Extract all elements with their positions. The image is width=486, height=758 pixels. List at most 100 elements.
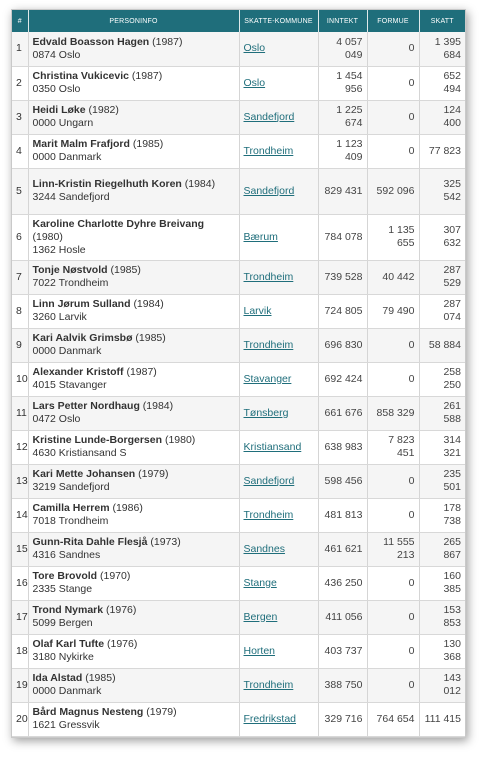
inntekt-value: 436 250 (318, 566, 368, 601)
formue-value: 0 (367, 66, 420, 101)
table-row: 16 Tore Brovold (1970) 2335 Stange Stang… (12, 566, 465, 601)
table-header-row: # Personinfo Skatte-kommune Inntekt Form… (12, 10, 465, 32)
column-header-index[interactable]: # (12, 10, 29, 32)
kommune-link[interactable]: Oslo (243, 42, 266, 55)
person-address: 4630 Kristiansand S (32, 447, 127, 459)
kommune-link[interactable]: Oslo (243, 76, 266, 89)
person-name: Camilla Herrem (32, 502, 110, 514)
kommune-link[interactable]: Stange (243, 576, 277, 589)
kommune-link[interactable]: Trondheim (243, 144, 294, 157)
column-header-formue[interactable]: Formue (367, 10, 420, 32)
kommune-cell: Trondheim (239, 134, 319, 169)
kommune-link[interactable]: Trondheim (243, 508, 294, 521)
row-index: 6 (12, 214, 29, 261)
row-index: 7 (12, 260, 29, 295)
kommune-link[interactable]: Trondheim (243, 338, 294, 351)
kommune-link[interactable]: Trondheim (243, 678, 294, 691)
table-row: 12 Kristine Lunde-Borgersen (1980) 4630 … (12, 430, 465, 465)
tax-table: # Personinfo Skatte-kommune Inntekt Form… (12, 10, 465, 737)
birth-year: (1980) (164, 434, 196, 446)
table-row: 15 Gunn-Rita Dahle Flesjå (1973) 4316 Sa… (12, 532, 465, 567)
kommune-link[interactable]: Sandnes (243, 542, 285, 555)
person-address: 1621 Gressvik (32, 719, 100, 731)
person-info-cell: Bård Magnus Nesteng (1979) 1621 Gressvik (28, 702, 240, 737)
birth-year: (1986) (112, 502, 143, 514)
column-header-inntekt[interactable]: Inntekt (318, 10, 368, 32)
kommune-link[interactable]: Fredrikstad (243, 712, 297, 725)
kommune-link[interactable]: Stavanger (243, 372, 292, 385)
formue-value: 0 (367, 100, 420, 135)
person-name: Linn-Kristin Riegelhuth Koren (32, 178, 182, 190)
person-info-cell: Trond Nymark (1976) 5099 Bergen (28, 600, 240, 635)
birth-year: (1985) (110, 264, 141, 276)
formue-value: 0 (367, 362, 420, 397)
kommune-link[interactable]: Larvik (243, 304, 272, 317)
kommune-link[interactable]: Sandefjord (243, 474, 295, 487)
table-row: 4 Marit Malm Frafjord (1985) 0000 Danmar… (12, 134, 465, 169)
inntekt-value: 403 737 (318, 634, 368, 669)
skatt-value: 235 501 (419, 464, 465, 499)
kommune-cell: Bergen (239, 600, 319, 635)
table-row: 14 Camilla Herrem (1986) 7018 Trondheim … (12, 498, 465, 533)
skatt-value: 258 250 (419, 362, 465, 397)
person-name: Lars Petter Nordhaug (32, 400, 140, 412)
kommune-link[interactable]: Sandefjord (243, 184, 295, 197)
formue-value: 858 329 (367, 396, 420, 431)
skatt-value: 153 853 (419, 600, 465, 635)
kommune-cell: Sandnes (239, 532, 319, 567)
person-address: 4015 Stavanger (32, 379, 107, 391)
kommune-link[interactable]: Bergen (243, 610, 278, 623)
inntekt-value: 661 676 (318, 396, 368, 431)
birth-year: (1984) (133, 298, 164, 310)
formue-value: 764 654 (367, 702, 420, 737)
kommune-link[interactable]: Sandefjord (243, 110, 295, 123)
person-address: 0350 Oslo (32, 83, 81, 95)
kommune-cell: Trondheim (239, 668, 319, 703)
kommune-link[interactable]: Horten (243, 644, 276, 657)
kommune-cell: Fredrikstad (239, 702, 319, 737)
birth-year: (1979) (146, 706, 177, 718)
kommune-link[interactable]: Bærum (243, 230, 278, 243)
birth-year: (1980) (32, 230, 63, 243)
kommune-link[interactable]: Trondheim (243, 270, 294, 283)
row-index: 4 (12, 134, 29, 169)
person-name: Olaf Karl Tufte (32, 638, 105, 650)
birth-year: (1985) (132, 138, 164, 150)
inntekt-value: 4 057 049 (318, 32, 368, 67)
person-name: Kari Aalvik Grimsbø (32, 332, 133, 344)
birth-year: (1987) (131, 70, 163, 82)
column-header-kommune[interactable]: Skatte-kommune (239, 10, 319, 32)
person-info-cell: Kristine Lunde-Borgersen (1980) 4630 Kri… (28, 430, 240, 465)
kommune-link[interactable]: Tønsberg (243, 406, 289, 419)
birth-year: (1985) (85, 672, 116, 684)
person-name: Kari Mette Johansen (32, 468, 136, 480)
person-name: Linn Jørum Sulland (32, 298, 131, 310)
column-header-skatt[interactable]: Skatt (419, 10, 465, 32)
inntekt-value: 329 716 (318, 702, 368, 737)
formue-value: 79 490 (367, 294, 420, 329)
person-name: Karoline Charlotte Dyhre Breivang (32, 217, 205, 230)
formue-value: 0 (367, 498, 420, 533)
table-row: 13 Kari Mette Johansen (1979) 3219 Sande… (12, 464, 465, 499)
person-name: Trond Nymark (32, 604, 104, 616)
table-row: 7 Tonje Nøstvold (1985) 7022 Trondheim T… (12, 260, 465, 295)
person-address: 0000 Danmark (32, 345, 102, 357)
skatt-value: 58 884 (419, 328, 465, 363)
skatt-value: 143 012 (419, 668, 465, 703)
formue-value: 0 (367, 134, 420, 169)
row-index: 5 (12, 168, 29, 215)
kommune-link[interactable]: Kristiansand (243, 440, 302, 453)
skatt-value: 652 494 (419, 66, 465, 101)
person-info-cell: Linn Jørum Sulland (1984) 3260 Larvik (28, 294, 240, 329)
formue-value: 1 135 655 (367, 214, 420, 261)
person-info-cell: Alexander Kristoff (1987) 4015 Stavanger (28, 362, 240, 397)
formue-value: 0 (367, 634, 420, 669)
kommune-cell: Stange (239, 566, 319, 601)
skatt-value: 314 321 (419, 430, 465, 465)
kommune-cell: Stavanger (239, 362, 319, 397)
person-address: 7022 Trondheim (32, 277, 109, 289)
column-header-personinfo[interactable]: Personinfo (28, 10, 240, 32)
birth-year: (1985) (135, 332, 166, 344)
skatt-value: 1 395 684 (419, 32, 465, 67)
table-row: 8 Linn Jørum Sulland (1984) 3260 Larvik … (12, 294, 465, 329)
